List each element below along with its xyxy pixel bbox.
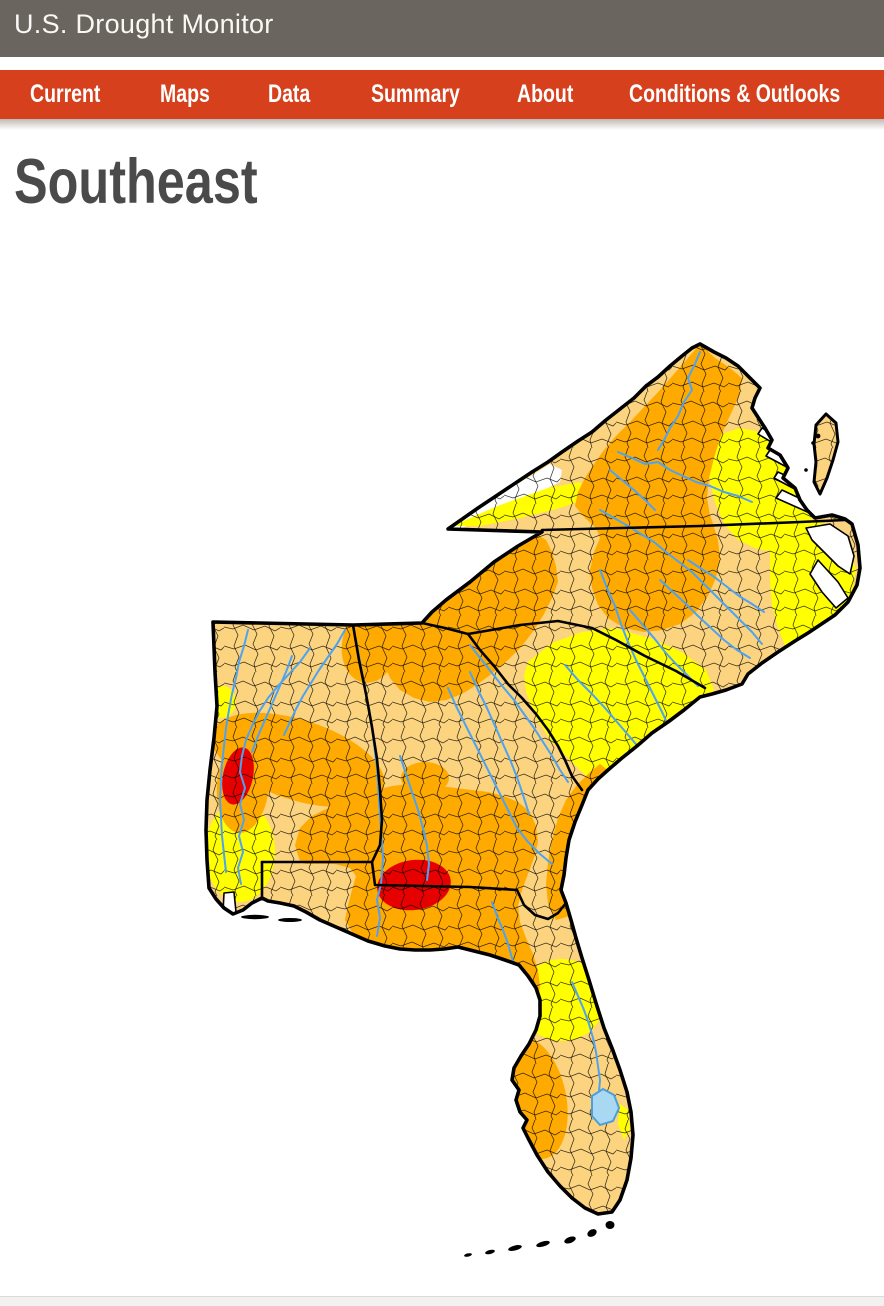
site-header: U.S. Drought Monitor [0, 0, 884, 57]
rivers [219, 351, 765, 1093]
islands-and-keys [241, 433, 821, 1257]
nav-item-conditions-outlooks[interactable]: Conditions & Outlooks [629, 79, 841, 108]
nav-item-current[interactable]: Current [30, 79, 101, 108]
main-navbar: Current Maps Data Summary About Conditio… [0, 70, 884, 119]
nav-item-maps[interactable]: Maps [160, 79, 210, 108]
nav-item-about[interactable]: About [517, 79, 574, 108]
state-boundaries [260, 518, 847, 921]
nav-item-summary[interactable]: Summary [371, 79, 460, 108]
site-title: U.S. Drought Monitor [14, 9, 274, 39]
nav-item-data[interactable]: Data [268, 79, 311, 108]
page-title: Southeast [14, 147, 258, 217]
navbar-shadow [0, 119, 884, 130]
lake-okeechobee [591, 1087, 621, 1127]
county-boundaries [206, 344, 860, 1214]
footer-strip [0, 1296, 884, 1306]
